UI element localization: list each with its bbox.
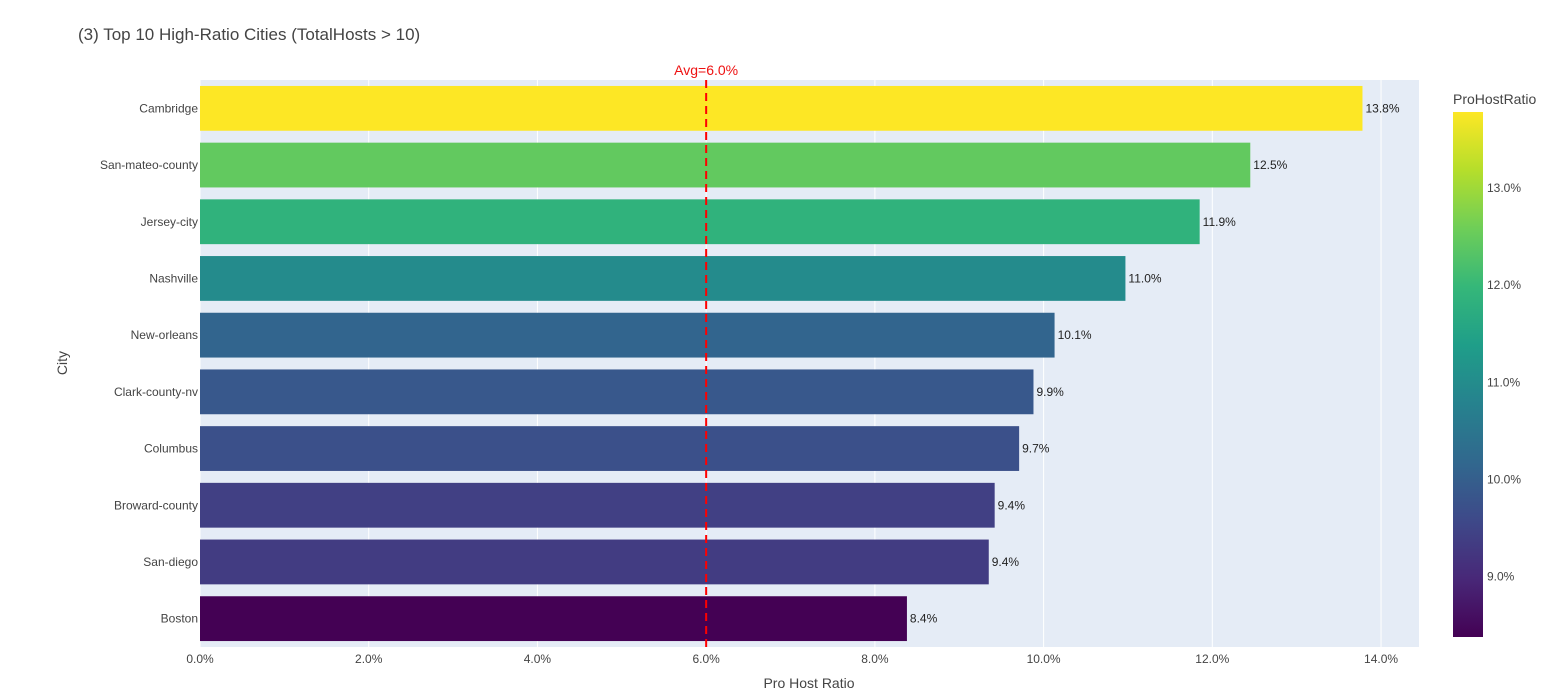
- x-tick-label: 10.0%: [1027, 652, 1061, 666]
- data-labels: 13.8% 12.5% 11.9% 11.0% 10.1% 9.9% 9.7% 9.4% 9.4…: [910, 101, 1400, 625]
- data-label: 11.9%: [1203, 215, 1236, 229]
- colorbar: ProHostRatio 9.0% 10.0% 11.0% 12.0% 13.0%: [1453, 91, 1536, 637]
- data-label: 11.0%: [1128, 271, 1161, 285]
- x-axis-ticks: 0.0% 2.0% 4.0% 6.0% 8.0% 10.0% 12.0% 14.0%: [186, 652, 1398, 666]
- x-tick-label: 0.0%: [186, 652, 214, 666]
- x-tick-label: 8.0%: [861, 652, 889, 666]
- data-label: 8.4%: [910, 612, 938, 626]
- data-label: 10.1%: [1058, 328, 1092, 342]
- y-tick-label: Columbus: [144, 442, 198, 456]
- bars: [200, 85, 1363, 642]
- data-label: 9.4%: [998, 498, 1026, 512]
- bar-columbus: [200, 426, 1020, 471]
- chart-title: (3) Top 10 High-Ratio Cities (TotalHosts…: [78, 25, 420, 44]
- data-label: 9.9%: [1036, 385, 1064, 399]
- y-tick-label: Jersey-city: [141, 215, 198, 229]
- y-tick-label: Clark-county-nv: [114, 385, 198, 399]
- bar-boston: [200, 596, 907, 642]
- average-reference-line: Avg=6.0%: [674, 62, 738, 647]
- colorbar-tick-label: 9.0%: [1487, 570, 1515, 584]
- bar-broward-county: [200, 482, 995, 528]
- bar-jersey-city: [200, 199, 1200, 245]
- x-tick-label: 6.0%: [692, 652, 720, 666]
- y-tick-label: Cambridge: [139, 101, 198, 115]
- average-label: Avg=6.0%: [674, 62, 738, 78]
- y-tick-label: New-orleans: [131, 328, 198, 342]
- x-tick-label: 14.0%: [1364, 652, 1398, 666]
- colorbar-title: ProHostRatio: [1453, 91, 1536, 107]
- y-tick-label: Boston: [161, 612, 198, 626]
- data-label: 9.7%: [1022, 442, 1050, 456]
- colorbar-tick-label: 12.0%: [1487, 278, 1521, 292]
- x-tick-label: 12.0%: [1195, 652, 1229, 666]
- bar-nashville: [200, 256, 1126, 301]
- data-label: 9.4%: [992, 555, 1020, 569]
- colorbar-gradient: [1453, 112, 1483, 637]
- bar-new-orleans: [200, 312, 1055, 358]
- bar-san-diego: [200, 539, 989, 585]
- y-tick-label: San-diego: [143, 555, 198, 569]
- bar-san-mateo-county: [200, 142, 1251, 188]
- colorbar-tick-label: 10.0%: [1487, 473, 1521, 487]
- data-label: 13.8%: [1365, 101, 1399, 115]
- bar-cambridge: [200, 85, 1363, 131]
- y-tick-label: San-mateo-county: [100, 158, 198, 172]
- x-tick-label: 4.0%: [524, 652, 552, 666]
- y-tick-label: Broward-county: [114, 498, 198, 512]
- y-axis-title: City: [54, 351, 70, 375]
- colorbar-tick-label: 13.0%: [1487, 181, 1521, 195]
- data-label: 12.5%: [1253, 158, 1287, 172]
- y-tick-label: Nashville: [149, 271, 198, 285]
- bar-clark-county-nv: [200, 369, 1034, 415]
- y-axis-ticks: Cambridge San-mateo-county Jersey-city Nash…: [100, 101, 198, 625]
- x-tick-label: 2.0%: [355, 652, 383, 666]
- colorbar-tick-label: 11.0%: [1487, 375, 1520, 389]
- x-axis-title: Pro Host Ratio: [763, 675, 854, 691]
